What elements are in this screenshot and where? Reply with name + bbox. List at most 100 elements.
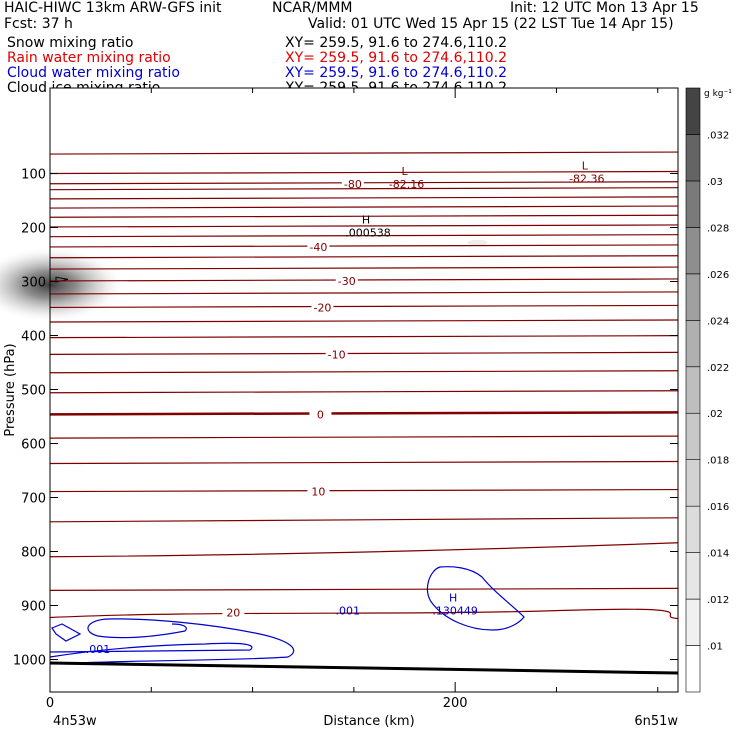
colorbar-segment [685,320,701,368]
isotherm-line [49,304,679,309]
colorbar-label: .026 [707,270,729,281]
distance-axis: 0 200 [46,88,659,711]
extremum-marker: L [582,160,589,173]
temperature-isotherms: -80 -40 -30 -20 -10 0 10 20 [49,151,679,620]
isotherm-line [49,170,679,175]
isotherm-line [49,351,679,355]
cloud-water-contours [49,566,525,665]
colorbar-label: .018 [707,456,729,467]
x-end-label-left: 4n53w [53,714,97,729]
cloud-water-contour-inner [49,642,253,658]
colorbar-label: .03 [707,177,723,188]
cloud-water-contour-upper [426,566,525,631]
isotherm-line [49,151,679,155]
colorbar-label: .022 [707,363,729,374]
cloud-ice-region [0,246,125,323]
colorbar-label: .01 [707,642,723,653]
isotherm-line [49,390,679,394]
field-name-cloud-water: Cloud water mixing ratio [7,65,180,81]
isotherm-label: -80 [344,178,362,191]
isotherm-label-bg [311,300,334,314]
x-axis-title: Distance (km) [323,714,414,729]
colorbar-segment [685,412,701,460]
y-axis-title: Pressure (hPa) [3,343,18,436]
extremum-marker: L [401,165,408,178]
isotherm-line [49,291,679,295]
y-tick-label: 300 [21,276,46,291]
isotherm-label: -40 [309,241,327,254]
colorbar-segment [685,552,701,600]
isotherm-label-bg [341,176,364,190]
isotherm-label: -30 [338,275,356,288]
colorbar-segment [685,366,701,414]
isotherm-line [49,234,679,238]
isotherm-line [49,335,679,339]
y-tick-label: 1000 [13,654,46,669]
colorbar: .01 .012 .014 .016 .018 .02 .022 .024 .026 .028 .0… [685,87,729,693]
y-tick-label: 800 [21,546,46,561]
colorbar-segment [685,180,701,228]
isotherm-line [49,196,679,200]
y-tick-label: 900 [21,600,46,615]
colorbar-segment [685,273,701,321]
isotherm-label: 20 [226,607,240,620]
colorbar-label: .016 [707,502,729,513]
colorbar-label: .024 [707,316,729,327]
field-xy-snow: XY= 259.5, 91.6 to 274.6,110.2 [285,35,508,51]
field-name-rain: Rain water mixing ratio [7,50,171,66]
isotherm-label-bg [222,605,245,619]
colorbar-segment [685,227,701,275]
isotherm-label: 10 [311,486,325,499]
y-tick-label: 500 [21,384,46,399]
isotherm-label-bg [307,239,330,253]
y-tick-label: 400 [21,330,46,345]
isotherm-line [49,278,679,282]
isotherm-line [49,319,679,323]
colorbar-unit: g kg⁻¹ [704,89,732,99]
x-end-label-right: 6n51w [634,714,678,729]
extremum-value: .000538 [345,227,391,240]
isotherm-label-bg [325,347,348,361]
isotherm-label: -10 [328,348,346,361]
y-tick-label: 100 [21,168,46,183]
colorbar-segment [685,645,701,693]
isotherm-label-bg [309,407,332,421]
isotherm-line [49,370,679,374]
forecast-hour: Fcst: 37 h [4,16,73,32]
colorbar-label: .032 [707,130,729,141]
colorbar-segment [685,505,701,553]
extremum-value: -82.16 [389,178,424,191]
colorbar-label: .02 [707,409,723,420]
cloud-water-contour-label: .001 [336,605,361,618]
valid-time: Valid: 01 UTC Wed 15 Apr 15 (22 LST Tue … [308,16,674,32]
cloud-ice-faint-region [467,239,488,246]
field-name-snow: Snow mixing ratio [7,35,134,51]
isotherm-line [49,542,679,558]
colorbar-segment [685,87,701,135]
y-tick-label: 600 [21,438,46,453]
isotherm-line [49,181,679,185]
init-time: Init: 12 UTC Mon 13 Apr 15 [510,0,699,16]
colorbar-segment [685,598,701,646]
isotherm-line [49,255,679,259]
cloud-ice-shading [0,239,488,323]
isotherm-line [49,224,679,228]
isotherm-line [49,244,679,248]
x-tick-label: 0 [46,696,54,711]
cloud-water-contour-small [51,623,82,642]
colorbar-label: .014 [707,549,729,560]
colorbar-label: .012 [707,595,729,606]
colorbar-segment [685,134,701,182]
x-tick-label: 200 [443,696,468,711]
isotherm-line [49,411,679,416]
isotherm-line [49,266,679,270]
extremum-value: -82.36 [569,173,604,186]
y-tick-label: 200 [21,222,46,237]
isotherm-line [49,488,679,493]
isotherm-line [49,460,679,465]
terrain-surface-line [49,661,679,675]
isotherm-label: -20 [313,301,331,314]
isotherm-line [49,587,679,591]
